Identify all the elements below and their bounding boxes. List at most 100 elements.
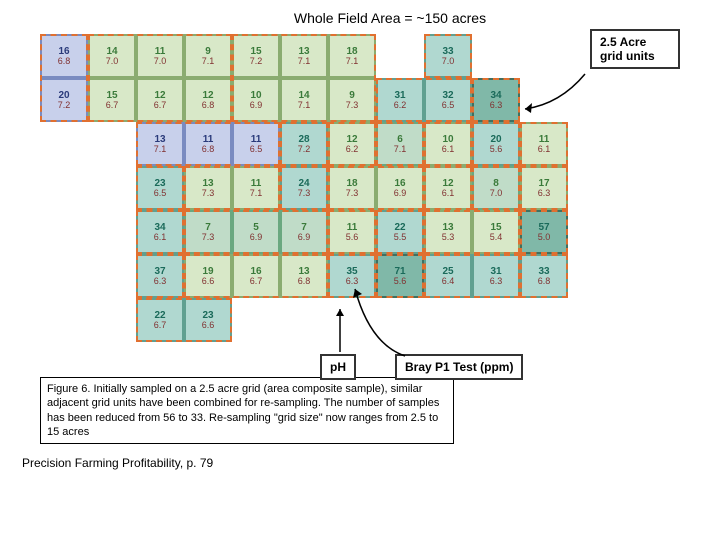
cell-p-value: 11 bbox=[347, 222, 358, 233]
cell-p-value: 28 bbox=[298, 134, 309, 145]
grid-container: 166.8147.0117.097.1157.2137.1187.1337.02… bbox=[40, 34, 580, 342]
cell-p-value: 37 bbox=[154, 266, 165, 277]
grid-cell: 166.8 bbox=[40, 34, 88, 78]
grid-cell: 147.0 bbox=[88, 34, 136, 78]
grid-cell: 56.9 bbox=[232, 210, 280, 254]
cell-ph-value: 6.9 bbox=[250, 233, 263, 243]
cell-p-value: 11 bbox=[203, 134, 214, 145]
cell-ph-value: 7.0 bbox=[154, 57, 167, 67]
cell-ph-value: 7.0 bbox=[106, 57, 119, 67]
grid-row: 346.177.356.976.9115.6225.5135.3155.4575… bbox=[40, 210, 580, 254]
page-title: Whole Field Area = ~150 acres bbox=[70, 10, 710, 26]
cell-p-value: 12 bbox=[202, 90, 213, 101]
grid-cell: 77.3 bbox=[184, 210, 232, 254]
grid-cell: 337.0 bbox=[424, 34, 472, 78]
cell-p-value: 6 bbox=[397, 134, 403, 145]
grid-cell: 236.5 bbox=[136, 166, 184, 210]
grid-cell: 155.4 bbox=[472, 210, 520, 254]
cell-ph-value: 6.7 bbox=[154, 321, 167, 331]
cell-ph-value: 7.1 bbox=[298, 57, 311, 67]
grid-cell: 126.2 bbox=[328, 122, 376, 166]
cell-p-value: 19 bbox=[202, 266, 213, 277]
cell-ph-value: 6.7 bbox=[250, 277, 263, 287]
grid-cell: 376.3 bbox=[136, 254, 184, 298]
cell-ph-value: 7.2 bbox=[58, 101, 71, 111]
cell-p-value: 31 bbox=[490, 266, 501, 277]
cell-ph-value: 5.5 bbox=[394, 233, 407, 243]
grid-cell: 116.8 bbox=[184, 122, 232, 166]
cell-ph-value: 6.8 bbox=[202, 101, 215, 111]
cell-ph-value: 5.3 bbox=[442, 233, 455, 243]
cell-ph-value: 6.1 bbox=[442, 189, 455, 199]
cell-ph-value: 7.1 bbox=[346, 57, 359, 67]
cell-p-value: 32 bbox=[442, 90, 453, 101]
grid-cell: 137.1 bbox=[136, 122, 184, 166]
grid-cell: 67.1 bbox=[376, 122, 424, 166]
grid-cell: 187.1 bbox=[328, 34, 376, 78]
cell-ph-value: 6.3 bbox=[538, 189, 551, 199]
cell-ph-value: 7.3 bbox=[346, 101, 359, 111]
cell-ph-value: 6.5 bbox=[250, 145, 263, 155]
grid-cell: 575.0 bbox=[520, 210, 568, 254]
cell-ph-value: 6.1 bbox=[154, 233, 167, 243]
cell-ph-value: 5.6 bbox=[490, 145, 503, 155]
grid-cell: 116.1 bbox=[520, 122, 568, 166]
bray-label: Bray P1 Test (ppm) bbox=[405, 360, 513, 374]
cell-p-value: 11 bbox=[539, 134, 550, 145]
grid-cell: 117.0 bbox=[136, 34, 184, 78]
cell-p-value: 57 bbox=[538, 222, 549, 233]
grid-cell: 316.3 bbox=[472, 254, 520, 298]
cell-p-value: 33 bbox=[538, 266, 549, 277]
cell-ph-value: 7.3 bbox=[202, 189, 215, 199]
ph-callout: pH bbox=[320, 354, 356, 380]
cell-ph-value: 7.3 bbox=[298, 189, 311, 199]
cell-ph-value: 6.3 bbox=[490, 277, 503, 287]
cell-ph-value: 6.1 bbox=[442, 145, 455, 155]
grid-cell: 137.3 bbox=[184, 166, 232, 210]
cell-ph-value: 7.1 bbox=[154, 145, 167, 155]
cell-p-value: 31 bbox=[394, 90, 405, 101]
cell-p-value: 23 bbox=[154, 178, 165, 189]
cell-p-value: 35 bbox=[346, 266, 357, 277]
cell-p-value: 12 bbox=[154, 90, 165, 101]
cell-p-value: 16 bbox=[250, 266, 261, 277]
cell-p-value: 16 bbox=[394, 178, 405, 189]
cell-p-value: 34 bbox=[490, 90, 501, 101]
cell-p-value: 11 bbox=[251, 134, 262, 145]
cell-p-value: 18 bbox=[346, 178, 357, 189]
cell-p-value: 34 bbox=[154, 222, 165, 233]
cell-ph-value: 6.6 bbox=[202, 321, 215, 331]
cell-ph-value: 6.3 bbox=[154, 277, 167, 287]
grid-cell: 166.9 bbox=[376, 166, 424, 210]
cell-ph-value: 7.1 bbox=[298, 101, 311, 111]
grid-cell: 346.3 bbox=[472, 78, 520, 122]
cell-p-value: 15 bbox=[250, 46, 261, 57]
grid-cell: 207.2 bbox=[40, 78, 88, 122]
grid-cell: 157.2 bbox=[232, 34, 280, 78]
grid-cell: 316.2 bbox=[376, 78, 424, 122]
grid-cell: 196.6 bbox=[184, 254, 232, 298]
grid-cell: 135.3 bbox=[424, 210, 472, 254]
cell-p-value: 13 bbox=[298, 266, 309, 277]
grid-cell: 226.7 bbox=[136, 298, 184, 342]
cell-ph-value: 6.6 bbox=[202, 277, 215, 287]
cell-p-value: 20 bbox=[58, 90, 69, 101]
cell-p-value: 25 bbox=[442, 266, 453, 277]
grid-cell: 715.6 bbox=[376, 254, 424, 298]
cell-p-value: 71 bbox=[394, 266, 405, 277]
grid-cell: 187.3 bbox=[328, 166, 376, 210]
cell-p-value: 5 bbox=[253, 222, 259, 233]
cell-ph-value: 5.6 bbox=[394, 277, 407, 287]
grid-cell: 287.2 bbox=[280, 122, 328, 166]
grid-cell: 346.1 bbox=[136, 210, 184, 254]
cell-ph-value: 6.9 bbox=[250, 101, 263, 111]
cell-ph-value: 6.8 bbox=[202, 145, 215, 155]
cell-p-value: 15 bbox=[106, 90, 117, 101]
cell-p-value: 20 bbox=[490, 134, 501, 145]
cell-p-value: 14 bbox=[298, 90, 309, 101]
cell-p-value: 15 bbox=[490, 222, 501, 233]
cell-ph-value: 6.5 bbox=[154, 189, 167, 199]
source-citation: Precision Farming Profitability, p. 79 bbox=[22, 456, 710, 470]
grid-cell: 247.3 bbox=[280, 166, 328, 210]
grid-cell: 236.6 bbox=[184, 298, 232, 342]
